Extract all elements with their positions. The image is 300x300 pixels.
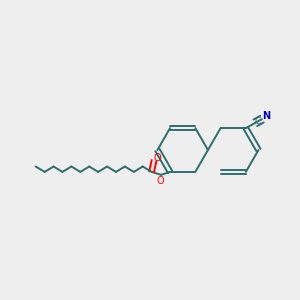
Text: N: N bbox=[262, 111, 271, 121]
Text: O: O bbox=[154, 153, 161, 163]
Text: O: O bbox=[156, 176, 164, 186]
Text: C: C bbox=[255, 117, 261, 126]
